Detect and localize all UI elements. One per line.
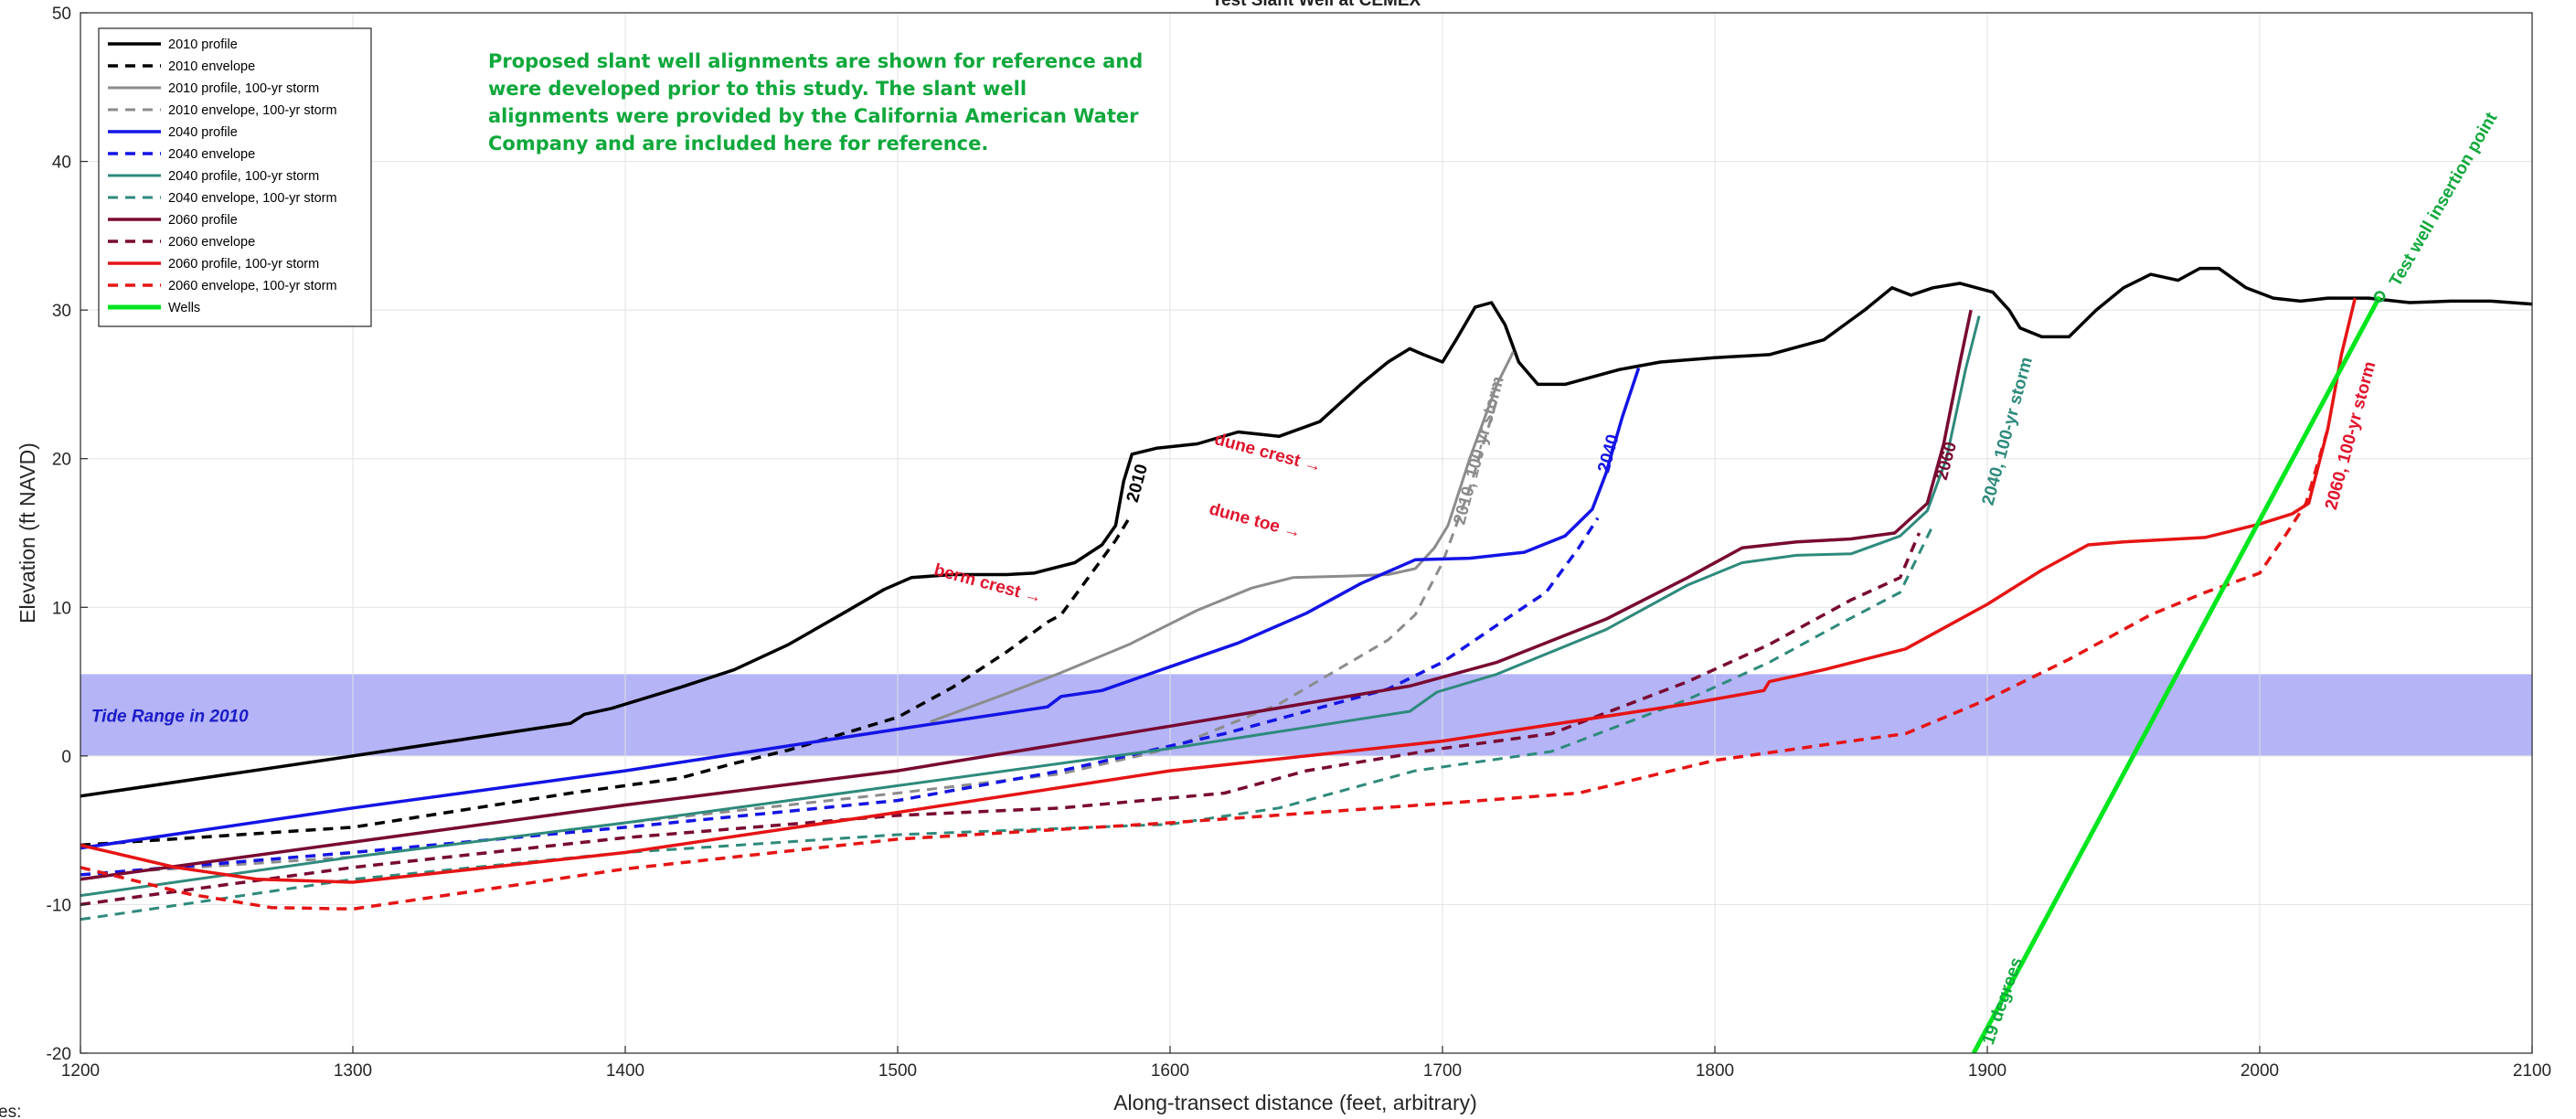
- series-2060-envelope: [80, 532, 1921, 907]
- note-line: Proposed slant well alignments are shown…: [488, 50, 1143, 72]
- legend-entry: 2060 envelope: [168, 235, 255, 250]
- series-2040-profile: [80, 367, 1641, 850]
- note-line: Company and are included here for refere…: [488, 133, 988, 155]
- legend: 2010 profile 2010 envelope 2010 profile, 1…: [98, 27, 372, 327]
- series-2040-envelope-100-yr-storm: [80, 525, 1934, 922]
- series-wells: [1971, 295, 2382, 1053]
- y-tick-label: -10: [47, 896, 71, 915]
- legend-entry: 2060 envelope, 100-yr storm: [168, 279, 337, 293]
- y-axis-label: Elevation (ft NAVD): [16, 442, 39, 623]
- annotation-2010-100-yr-storm: 2010, 100-yr storm: [1450, 375, 1507, 528]
- x-tick-label: 1600: [1151, 1061, 1189, 1081]
- x-tick-label: 1800: [1696, 1061, 1734, 1081]
- y-tick-label: 10: [52, 599, 71, 618]
- x-tick-label: 1200: [61, 1061, 100, 1081]
- legend-entry: Wells: [168, 301, 200, 315]
- series-2010-envelope: [80, 517, 1131, 847]
- y-tick-label: 50: [52, 5, 71, 24]
- series-2040-envelope: [80, 517, 1600, 877]
- series-2010-profile: [80, 266, 2532, 798]
- legend-entry: 2040 envelope, 100-yr storm: [168, 191, 337, 206]
- annotation-test-well-insertion-point: Test well insertion point: [2386, 109, 2502, 290]
- series-2060-profile: [80, 309, 1973, 881]
- test-well-insertion-point-marker: [2373, 291, 2386, 303]
- annotation-2060-100-yr-storm: 2060, 100-yr storm: [2322, 359, 2379, 512]
- series-2060-profile-100-yr-storm: [80, 297, 2358, 884]
- series-2060-envelope-100-yr-storm: [80, 428, 2330, 911]
- x-tick-label: 2000: [2241, 1061, 2279, 1081]
- series-lines: [80, 266, 2532, 1053]
- note-line: were developed prior to this study. The …: [488, 78, 1027, 100]
- x-axis-label: Along-transect distance (feet, arbitrary…: [1113, 1091, 1477, 1114]
- annotations: dune crest →dune toe →berm crest →2010 20…: [931, 109, 2501, 1047]
- tide-range-label: Tide Range in 2010: [91, 707, 249, 726]
- grid: [80, 12, 2533, 1054]
- axes: 1200 1300 1400 1500 1600 1700 1800 1900 2000 2100…: [16, 5, 2551, 1114]
- legend-box: [98, 27, 372, 327]
- x-tick-label: 1700: [1423, 1061, 1462, 1081]
- annotation-berm-crest: berm crest →: [931, 560, 1044, 608]
- y-tick-label: 40: [52, 154, 71, 173]
- tide-range-rect: [80, 674, 2532, 756]
- x-tick-label: 1500: [878, 1061, 917, 1081]
- legend-entry: 2040 envelope: [168, 147, 255, 162]
- series-2010-envelope-100-yr-storm: [80, 399, 1499, 877]
- legend-entry: 2060 profile, 100-yr storm: [168, 257, 319, 272]
- series-2010-profile-100-yr-storm: [930, 351, 1515, 723]
- tide-range-band: Tide Range in 2010: [80, 674, 2532, 756]
- chart-title: Test Slant Well at CEMEX: [1212, 0, 1421, 10]
- y-tick-label: 30: [52, 302, 71, 321]
- y-tick-label: -20: [47, 1045, 71, 1064]
- reference-note: Proposed slant well alignments are shown…: [488, 50, 1143, 155]
- x-tick-label: 1900: [1968, 1061, 2007, 1081]
- annotation-19-degrees: 19 degrees: [1979, 955, 2027, 1048]
- legend-entry: 2060 profile: [168, 213, 238, 228]
- plot-frame: [80, 12, 2533, 1054]
- legend-entry: 2010 envelope: [168, 59, 255, 74]
- y-tick-label: 20: [52, 451, 71, 470]
- x-tick-label: 1400: [606, 1061, 644, 1081]
- legend-entry: 2010 profile, 100-yr storm: [168, 81, 319, 96]
- annotation-dune-toe: dune toe →: [1207, 499, 1303, 542]
- legend-entry: 2010 envelope, 100-yr storm: [168, 103, 337, 118]
- x-tick-label: 2100: [2513, 1061, 2551, 1081]
- note-line: alignments were provided by the Californ…: [488, 105, 1139, 127]
- legend-entry: 2010 profile: [168, 37, 238, 52]
- annotation-2060: 2060: [1932, 440, 1961, 482]
- legend-entry: 2040 profile: [168, 125, 238, 140]
- x-tick-label: 1300: [334, 1061, 372, 1081]
- y-tick-label: 0: [61, 748, 71, 767]
- series-2040-profile-100-yr-storm: [80, 315, 1981, 898]
- corner-text: es:: [0, 1103, 21, 1119]
- annotation-2040: 2040: [1594, 432, 1623, 474]
- legend-entry: 2040 profile, 100-yr storm: [168, 169, 319, 184]
